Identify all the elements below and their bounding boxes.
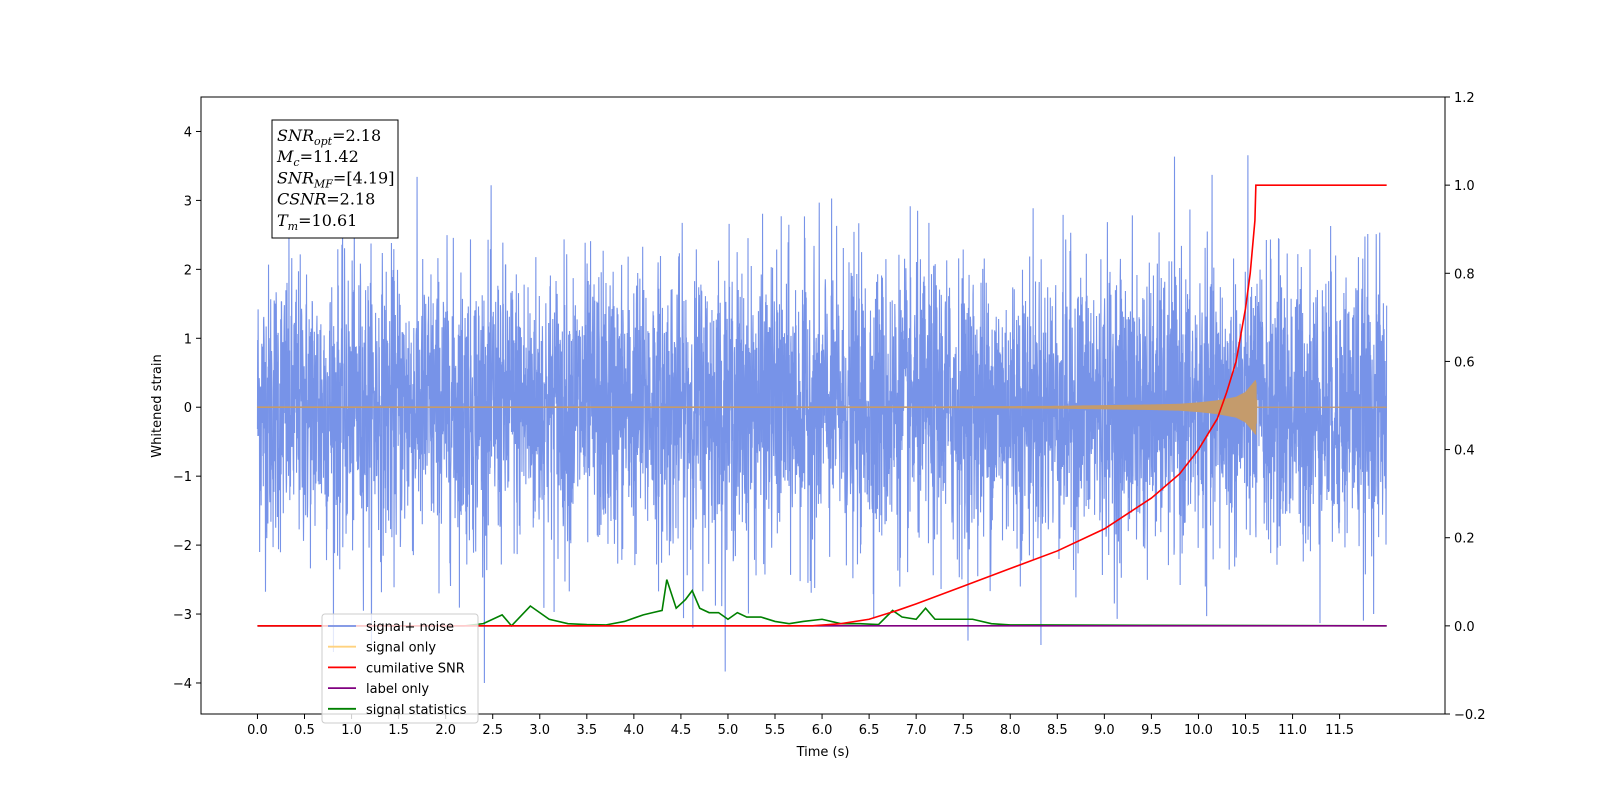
annotation-line: SNRMF=[4.19] <box>277 168 394 190</box>
y-tick-label: −3 <box>173 608 192 623</box>
annotation-line: SNRopt=2.18 <box>277 126 381 148</box>
x-tick-label: 8.0 <box>1000 723 1021 738</box>
x-tick-label: 10.0 <box>1184 723 1213 738</box>
series-signal-only <box>256 380 1387 435</box>
y2-tick-label: 1.2 <box>1454 91 1475 106</box>
y2-tick-label: 0.6 <box>1454 355 1475 370</box>
legend-label: cumilative SNR <box>366 661 465 676</box>
annotation-box: SNRopt=2.18Mc=11.42SNRMF=[4.19]CSNR=2.18… <box>271 119 399 239</box>
x-tick-label: 0.5 <box>294 723 315 738</box>
legend-label: signal+ noise <box>366 620 454 635</box>
y2-tick-label: 0.8 <box>1454 267 1475 282</box>
y-tick-label: 0 <box>184 401 192 416</box>
x-tick-label: 5.5 <box>765 723 786 738</box>
x-tick-label: 7.5 <box>953 723 974 738</box>
x-tick-label: 9.0 <box>1094 723 1115 738</box>
legend-label: signal statistics <box>366 703 467 718</box>
x-tick-label: 2.0 <box>435 723 456 738</box>
signal-only-line <box>256 380 1387 435</box>
x-tick-label: 8.5 <box>1047 723 1068 738</box>
x-tick-label: 1.5 <box>388 723 409 738</box>
y-tick-label: −4 <box>173 677 192 692</box>
series-signal-noise <box>256 155 1388 683</box>
x-tick-label: 10.5 <box>1231 723 1260 738</box>
y-tick-label: 4 <box>184 125 192 140</box>
legend-frame <box>321 613 479 724</box>
y-axis-right: 1.2 1.0 0.8 0.6 0.4 0.2 0.0 −0.2 <box>1445 91 1486 723</box>
x-tick-label: 11.5 <box>1325 723 1354 738</box>
annotation-frame <box>271 119 399 239</box>
x-tick-label: 4.0 <box>624 723 645 738</box>
x-tick-label: 4.5 <box>671 723 692 738</box>
x-tick-label: 0.0 <box>247 723 268 738</box>
x-axis: 0.0 0.5 1.0 1.5 2.0 2.5 3.0 3.5 4.0 4.5 5.0 5.5 6.0 6… <box>247 714 1354 738</box>
y-tick-label: 1 <box>184 332 192 347</box>
x-tick-label: 3.5 <box>576 723 597 738</box>
y-tick-label: −1 <box>173 470 192 485</box>
x-tick-label: 11.0 <box>1278 723 1307 738</box>
y-tick-label: 2 <box>184 263 192 278</box>
x-tick-label: 7.0 <box>906 723 927 738</box>
annotation-line: CSNR=2.18 <box>277 190 375 209</box>
y2-tick-label: 0.4 <box>1454 444 1475 459</box>
y-axis-left: 4 3 2 1 0 −1 −2 −3 −4 <box>173 125 201 692</box>
x-tick-label: 6.5 <box>859 723 880 738</box>
x-tick-label: 3.0 <box>529 723 550 738</box>
legend-label: signal only <box>366 641 436 656</box>
legend-label: label only <box>366 682 429 697</box>
annotation-line: Tm=10.61 <box>277 211 357 233</box>
y2-tick-label: −0.2 <box>1454 708 1486 723</box>
x-tick-label: 1.0 <box>341 723 362 738</box>
x-tick-label: 6.0 <box>812 723 833 738</box>
legend: signal+ noise signal only cumilative SNR la… <box>321 613 479 724</box>
x-tick-label: 2.5 <box>482 723 503 738</box>
x-tick-label: 9.5 <box>1141 723 1162 738</box>
plot-frame <box>200 96 1446 715</box>
y-tick-label: −2 <box>173 539 192 554</box>
y-tick-label: 3 <box>184 194 192 209</box>
y2-tick-label: 0.2 <box>1454 532 1475 547</box>
series-signal-statistics-line <box>257 579 1387 628</box>
series-cumilative-snr-line <box>257 184 1387 627</box>
annotation-line: Mc=11.42 <box>276 147 359 169</box>
x-tick-label: 5.0 <box>718 723 739 738</box>
y2-tick-label: 0.0 <box>1454 620 1475 635</box>
y-axis-title: Whitened strain <box>150 354 165 457</box>
signal-noise-line <box>256 155 1388 683</box>
y2-tick-label: 1.0 <box>1454 179 1475 194</box>
x-axis-title: Time (s) <box>796 745 850 760</box>
